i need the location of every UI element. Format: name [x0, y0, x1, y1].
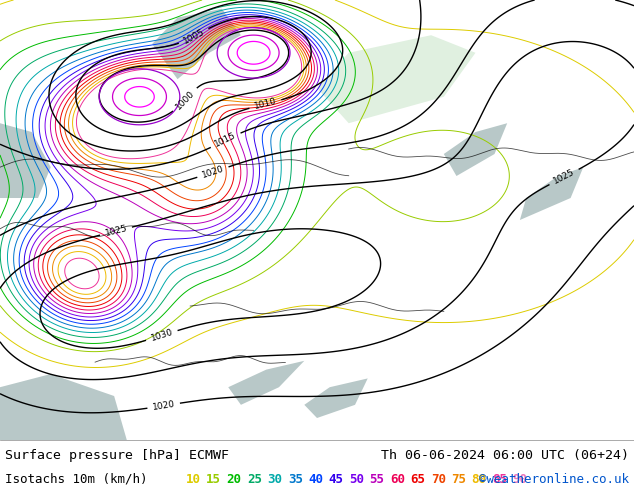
- Text: 35: 35: [288, 472, 303, 486]
- Text: 15: 15: [206, 472, 221, 486]
- Text: 1025: 1025: [552, 168, 576, 186]
- Text: 25: 25: [247, 472, 262, 486]
- Text: 1000: 1000: [174, 89, 197, 111]
- Text: 40: 40: [308, 472, 323, 486]
- Text: Surface pressure [hPa] ECMWF: Surface pressure [hPa] ECMWF: [5, 448, 229, 462]
- Text: 85: 85: [492, 472, 507, 486]
- Text: 1025: 1025: [104, 224, 128, 238]
- Text: 1020: 1020: [200, 164, 225, 180]
- Text: 50: 50: [349, 472, 364, 486]
- Text: 10: 10: [186, 472, 201, 486]
- Text: 65: 65: [410, 472, 425, 486]
- Polygon shape: [0, 123, 51, 198]
- Polygon shape: [444, 123, 507, 176]
- Polygon shape: [304, 378, 368, 418]
- Polygon shape: [0, 374, 127, 440]
- Text: 75: 75: [451, 472, 466, 486]
- Polygon shape: [152, 9, 241, 79]
- Text: 60: 60: [390, 472, 405, 486]
- Text: 1020: 1020: [152, 399, 176, 412]
- Text: 55: 55: [370, 472, 385, 486]
- Text: 20: 20: [227, 472, 242, 486]
- Text: 1005: 1005: [181, 27, 206, 46]
- Text: 30: 30: [268, 472, 283, 486]
- Text: 1010: 1010: [253, 97, 278, 111]
- Text: 90: 90: [512, 472, 527, 486]
- Text: 1015: 1015: [213, 131, 238, 149]
- Text: 70: 70: [430, 472, 446, 486]
- Text: ©weatheronline.co.uk: ©weatheronline.co.uk: [479, 472, 629, 486]
- Text: Th 06-06-2024 06:00 UTC (06+24): Th 06-06-2024 06:00 UTC (06+24): [381, 448, 629, 462]
- Text: 1030: 1030: [150, 328, 174, 343]
- Text: 80: 80: [472, 472, 486, 486]
- Polygon shape: [228, 361, 304, 405]
- Polygon shape: [520, 167, 583, 220]
- Text: Isotachs 10m (km/h): Isotachs 10m (km/h): [5, 472, 148, 486]
- Polygon shape: [317, 35, 476, 123]
- Text: 45: 45: [328, 472, 344, 486]
